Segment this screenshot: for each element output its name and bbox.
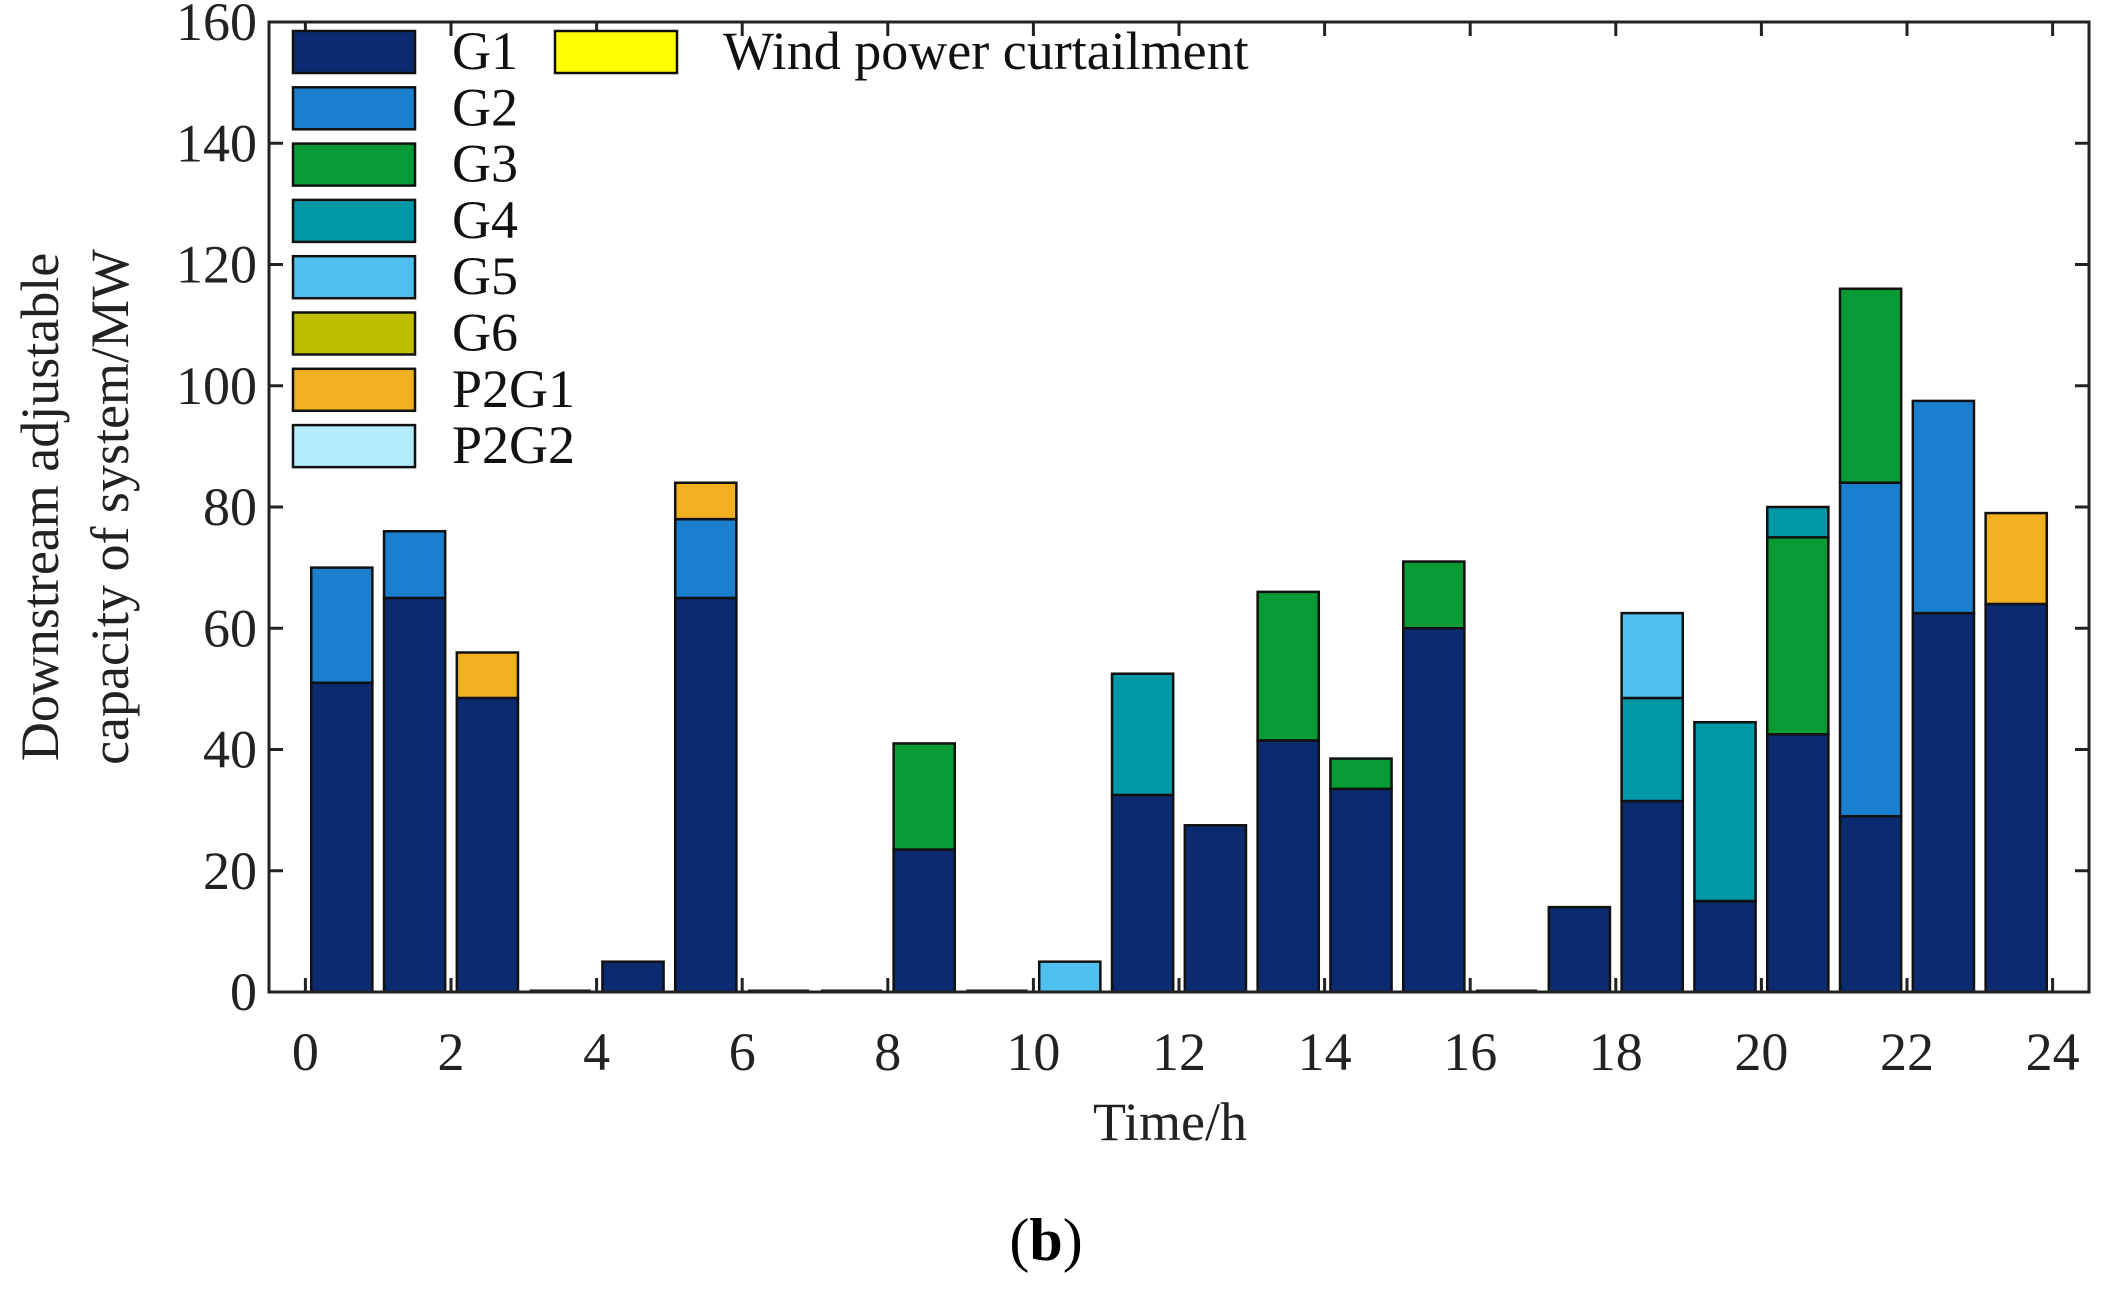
legend-swatch-g3 [291, 142, 417, 187]
caption-open-paren: ( [1009, 1207, 1029, 1273]
y-tick-label: 40 [203, 720, 257, 780]
x-tick-label: 18 [1589, 1022, 1643, 1082]
bar-segment-g3-t14 [1329, 757, 1393, 791]
y-tick-label: 140 [176, 113, 257, 173]
bar-segment-g3-t13 [1256, 590, 1321, 742]
bar-segment-p2g1-t23 [1984, 511, 2049, 606]
legend-label-wind-power-curtailment: Wind power curtailment [723, 21, 1249, 81]
x-tick-labels: 0 2 4 6 8 10 12 14 16 18 20 22 24 [292, 1022, 2080, 1082]
y-tick-label: 60 [203, 598, 257, 658]
legend-label-g4: G4 [452, 190, 518, 250]
bar-segment-g4-t19 [1693, 720, 1757, 903]
bar-segment-g3-t8 [892, 742, 957, 851]
x-tick-label: 10 [1006, 1022, 1060, 1082]
bar-segment-g2-t0 [309, 566, 374, 685]
bar-segment-g1-t0 [309, 681, 374, 994]
y-tick-label: 100 [176, 356, 257, 416]
bar-segment-g1-t22 [1911, 611, 1976, 994]
bar-segment-g2-t22 [1911, 399, 1976, 615]
y-tick-label: 80 [203, 477, 257, 537]
bar-segment-g1-t17 [1547, 905, 1612, 994]
legend-swatch-g1 [291, 29, 417, 75]
bar-segment-g5-t10 [1037, 960, 1102, 994]
y-tick-label: 0 [230, 962, 257, 1022]
y-tick-label: 20 [203, 841, 257, 901]
legend-label-g3: G3 [452, 134, 518, 194]
y-axis-title-line1: Downstream adjustable [10, 253, 70, 761]
x-tick-label: 6 [729, 1022, 756, 1082]
legend-label-p2g1: P2G1 [452, 359, 575, 419]
bar-segment-g1-t2 [455, 696, 520, 994]
figure-caption: (b) [1009, 1207, 1082, 1273]
bar-segment-g1-t14 [1329, 787, 1393, 994]
bar-segment-g1-t1 [382, 596, 447, 994]
y-tick-label: 160 [176, 0, 257, 52]
bar-segment-g3-t21 [1838, 287, 1903, 484]
bar-segment-g1-t21 [1838, 814, 1903, 994]
bar-segment-g1-t4 [601, 960, 665, 994]
bar-segment-g1-t11 [1110, 793, 1175, 994]
legend-label-g6: G6 [452, 303, 518, 363]
bar-segment-p2g1-t2 [455, 651, 520, 700]
bar-segment-g2-t5 [673, 517, 738, 600]
x-tick-label: 8 [874, 1022, 901, 1082]
legend-label-g5: G5 [452, 246, 518, 306]
legend-label-g2: G2 [452, 77, 518, 137]
legend-swatch-wind-power-curtailment [553, 29, 679, 75]
bar-segment-p2g1-t5 [673, 481, 738, 521]
x-tick-label: 0 [292, 1022, 319, 1082]
legend-swatch-g6 [291, 311, 417, 356]
x-axis-title: Time/h [1093, 1092, 1247, 1152]
ticks-layer [269, 20, 2089, 994]
legend-label-p2g2: P2G2 [452, 415, 575, 475]
bar-segment-g4-t11 [1110, 672, 1175, 797]
x-tick-label: 16 [1443, 1022, 1497, 1082]
legend-swatch-p2g2 [291, 423, 417, 469]
x-tick-label: 2 [438, 1022, 465, 1082]
bar-segment-g3-t20 [1765, 536, 1830, 736]
legend-swatch-g5 [291, 254, 417, 300]
x-tick-label: 22 [1880, 1022, 1934, 1082]
x-tick-label: 12 [1152, 1022, 1206, 1082]
bar-segment-g2-t21 [1838, 481, 1903, 818]
bar-segment-g5-t18 [1620, 611, 1685, 700]
legend-swatch-g4 [291, 198, 417, 244]
bar-segment-g4-t20 [1765, 505, 1830, 539]
y-tick-labels: 0 20 40 60 80 100 120 140 160 [176, 0, 257, 1022]
x-tick-label: 24 [2026, 1022, 2080, 1082]
bar-segment-g1-t13 [1256, 739, 1321, 994]
legend-label-g1: G1 [452, 21, 518, 81]
bar-segment-g1-t18 [1620, 799, 1685, 994]
y-axis-title-line2: capacity of system/MW [80, 249, 140, 765]
caption-letter: b [1029, 1207, 1062, 1273]
bar-segment-g1-t8 [892, 848, 957, 994]
x-tick-label: 20 [1734, 1022, 1788, 1082]
x-tick-label: 4 [583, 1022, 610, 1082]
bar-segment-g1-t20 [1765, 733, 1830, 994]
bar-segment-g3-t15 [1401, 560, 1466, 630]
bar-segment-g1-t12 [1183, 824, 1248, 994]
bars-layer [309, 287, 2049, 994]
bar-segment-g1-t23 [1984, 602, 2049, 994]
legend-swatch-p2g1 [291, 367, 417, 413]
bar-segment-g4-t18 [1620, 696, 1685, 803]
bar-segment-g1-t15 [1401, 627, 1466, 994]
bar-segment-g1-t5 [673, 596, 738, 994]
x-tick-label: 14 [1298, 1022, 1352, 1082]
y-tick-label: 120 [176, 235, 257, 295]
bar-segment-g1-t19 [1693, 899, 1757, 994]
bar-segment-g2-t1 [382, 530, 447, 600]
legend-swatch-g2 [291, 86, 417, 131]
caption-close-paren: ) [1063, 1207, 1083, 1273]
